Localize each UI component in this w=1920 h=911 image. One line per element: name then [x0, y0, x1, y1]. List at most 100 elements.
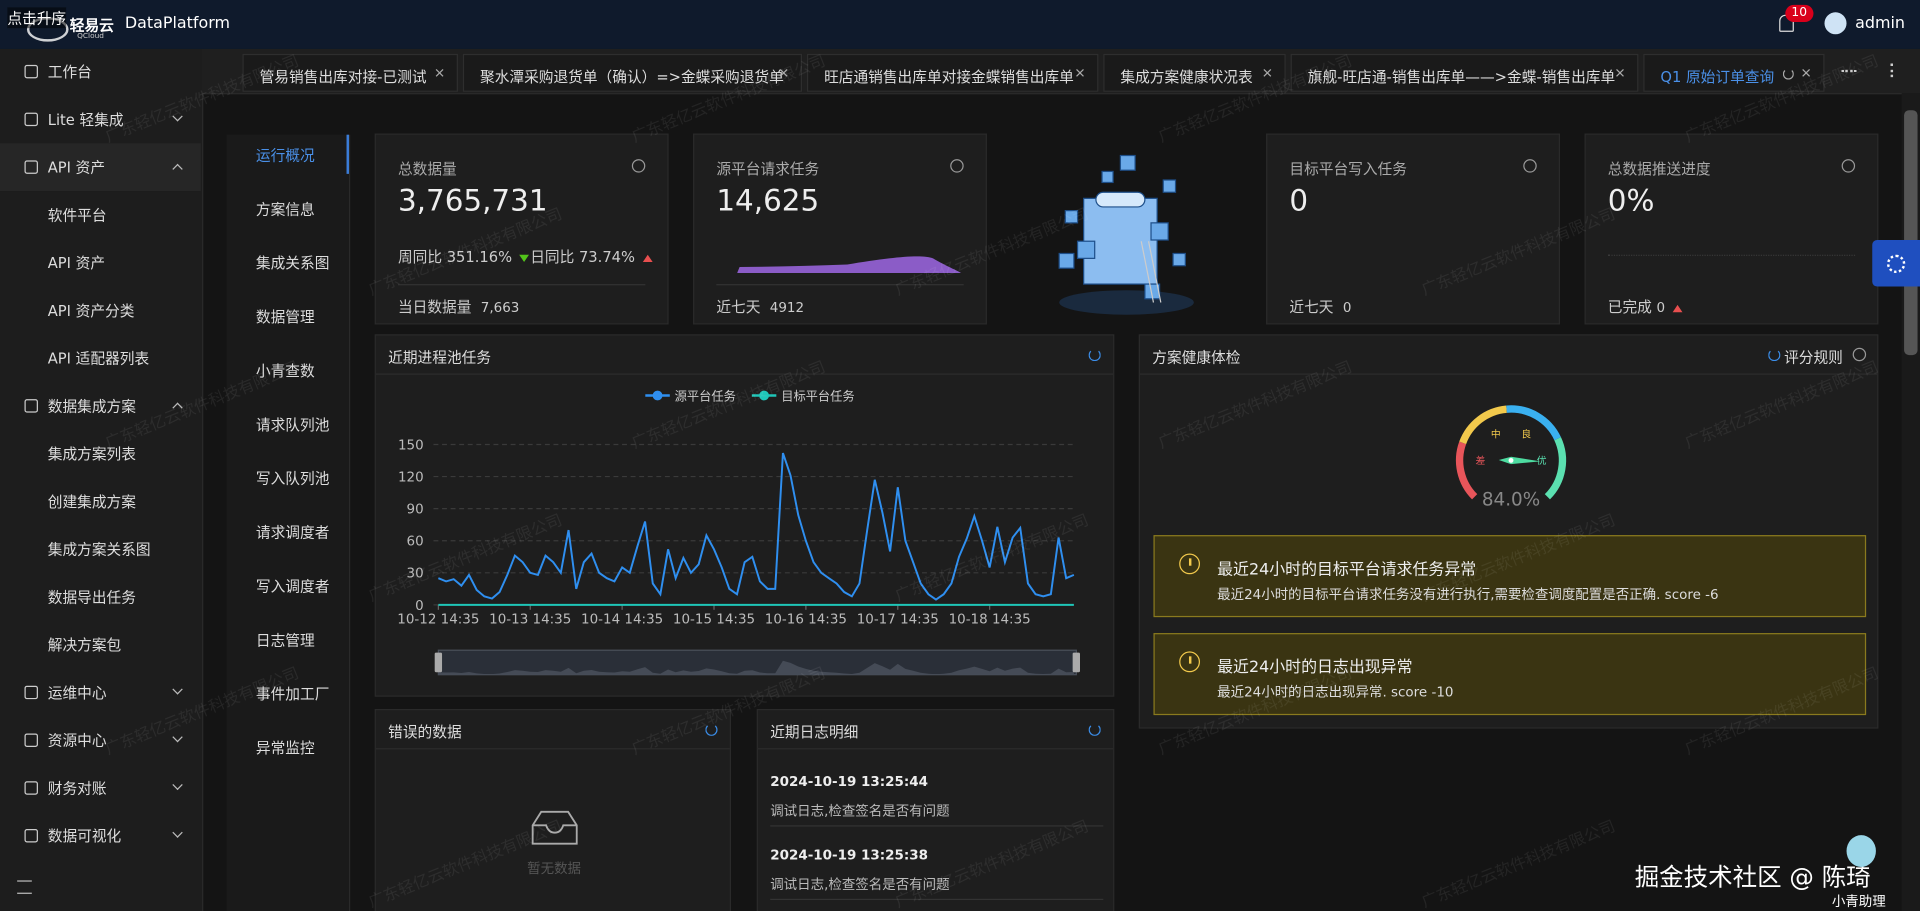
tab[interactable]: 集成方案健康状况表 — [1103, 53, 1286, 92]
y-tick-label: 150 — [398, 438, 424, 453]
subnav-item[interactable]: 集成关系图 — [255, 254, 330, 272]
alert-icon-mark — [1188, 656, 1191, 664]
help-icon[interactable] — [1852, 347, 1867, 362]
footer-value: 0 — [1656, 300, 1666, 316]
rules-link[interactable]: 评分规则 — [1784, 348, 1843, 367]
card-progress: 总数据推送进度 0% 已完成 0 — [1584, 133, 1879, 325]
nav-subitem[interactable]: API 资产分类 — [47, 302, 135, 320]
upgrade-button[interactable]: 点击升序 — [7, 7, 67, 29]
nav-subitem[interactable]: 解决方案包 — [47, 636, 122, 654]
subnav-item[interactable]: 日志管理 — [255, 631, 315, 649]
nav-item[interactable]: 运维中心 — [47, 684, 107, 702]
subnav-item[interactable]: 异常监控 — [255, 739, 315, 757]
nav-chevron — [172, 684, 183, 695]
assistant-label[interactable]: 小青助理 — [1831, 893, 1886, 910]
tab[interactable]: 管易销售出库对接-已测试 — [242, 53, 458, 92]
refresh-icon[interactable] — [1088, 348, 1101, 362]
footer-label: 已完成 — [1607, 298, 1652, 316]
nav-item[interactable]: 数据集成方案 — [47, 397, 136, 416]
nav-item[interactable]: 财务对账 — [47, 780, 107, 798]
subnav-item[interactable]: 写入调度者 — [255, 577, 330, 596]
nav-item[interactable]: 数据可视化 — [47, 827, 122, 845]
subnav-item[interactable]: 写入队列池 — [255, 470, 330, 488]
subnav-item[interactable]: 运行概况 — [255, 146, 315, 165]
zoom-area — [438, 660, 1074, 675]
logs-panel: 近期日志明细 2024-10-19 13:25:44 调试日志,检查签名是否有问题… — [756, 708, 1115, 911]
nav-item[interactable]: API 资产 — [47, 159, 106, 177]
scrollbar[interactable] — [1901, 93, 1920, 911]
nav-subitem[interactable]: 集成方案关系图 — [47, 541, 151, 559]
gauge-band-label: 中 — [1491, 428, 1501, 441]
tab-label[interactable]: 管易销售出库对接-已测试 — [259, 68, 427, 86]
sidebar: 工作台 Lite 轻集成 API 资产 软件平台 API 资产 API 资产分类 API 适… — [0, 48, 204, 911]
subnav-item[interactable]: 小青查数 — [255, 362, 315, 380]
card-value: 3,765,731 — [397, 183, 548, 218]
info-icon[interactable] — [1523, 159, 1537, 173]
footer-label: 近七天 — [716, 298, 761, 316]
subnav-item[interactable]: 数据管理 — [255, 308, 315, 326]
alert-icon — [1179, 651, 1200, 673]
nav-subitem[interactable]: API 适配器列表 — [47, 350, 150, 368]
collapse-icon[interactable] — [17, 880, 32, 894]
series-line — [437, 452, 1075, 601]
x-tick-label: 10-15 14:35 — [673, 612, 755, 627]
nav-icon — [24, 160, 38, 174]
health-panel: 方案健康体检 评分规则 差中 良优 84.0% 最近24小时的目标平台请求任务异常最… — [1138, 334, 1879, 729]
tab-label[interactable]: 聚水潭采购退货单（确认）=>金蝶采购退货单 — [480, 68, 784, 86]
nav-subitem[interactable]: 软件平台 — [47, 206, 107, 225]
tab-more[interactable] — [1841, 69, 1857, 73]
info-icon[interactable] — [950, 159, 964, 173]
assistant-avatar[interactable] — [1846, 835, 1876, 867]
tab-label[interactable]: 集成方案健康状况表 — [1120, 68, 1253, 86]
info-icon[interactable] — [1841, 159, 1856, 173]
tab-label[interactable]: 旗舰-旺店通-销售出库单——>金蝶-销售出库单 — [1307, 68, 1616, 86]
nav-subitem[interactable]: 集成方案列表 — [47, 445, 136, 463]
footer-value: 0 — [1342, 300, 1352, 316]
nav-subitem[interactable]: 创建集成方案 — [47, 493, 136, 511]
alert-title: 最近24小时的日志出现异常 — [1217, 658, 1413, 678]
avatar[interactable] — [1824, 12, 1847, 35]
nav-icon — [24, 828, 38, 843]
legend-label: 源平台任务 — [675, 388, 736, 403]
nav-icon — [24, 112, 38, 127]
legend-label: 目标平台任务 — [781, 388, 854, 403]
card-value: 14,625 — [716, 183, 820, 218]
tab[interactable]: Q1 原始订单查询 — [1643, 53, 1825, 92]
info-icon[interactable] — [631, 159, 646, 173]
refresh-icon[interactable] — [705, 723, 718, 736]
panel-title: 方案健康体检 — [1152, 348, 1241, 367]
nav-subitem[interactable]: API 资产 — [47, 254, 106, 272]
subnav-item[interactable]: 请求调度者 — [255, 524, 330, 542]
nav-icon — [24, 64, 38, 79]
gauge-hub — [1508, 457, 1514, 463]
card-title: 目标平台写入任务 — [1289, 160, 1407, 178]
settings-button[interactable] — [1872, 240, 1920, 287]
y-tick-label: 60 — [407, 535, 424, 550]
tab[interactable]: 旗舰-旺店通-销售出库单——>金蝶-销售出库单 — [1290, 53, 1639, 92]
card-title: 总数据量 — [397, 160, 457, 178]
log-text: 调试日志,检查签名是否有问题 — [770, 876, 950, 893]
user-name[interactable]: admin — [1855, 14, 1905, 34]
tab[interactable]: 聚水潭采购退货单（确认）=>金蝶采购退货单 — [462, 53, 803, 92]
x-tick-label: 10-13 14:35 — [489, 612, 571, 627]
tab-label[interactable]: Q1 原始订单查询 — [1660, 68, 1775, 86]
subnav-item[interactable]: 事件加工厂 — [255, 685, 330, 703]
alert-text: 最近24小时的目标平台请求任务没有进行执行,需要检查调度配置是否正确. scor… — [1217, 586, 1719, 603]
refresh-icon[interactable] — [1088, 723, 1101, 736]
tab-refresh[interactable] — [1782, 68, 1794, 80]
site-watermark: 掘金技术社区 @ 陈琦 — [1634, 862, 1871, 892]
tab-menu[interactable] — [1890, 63, 1894, 78]
nav-item[interactable]: 工作台 — [47, 63, 92, 81]
nav-item[interactable]: 资源中心 — [47, 732, 107, 750]
header — [0, 0, 1920, 49]
nav-subitem[interactable]: 数据导出任务 — [47, 588, 136, 607]
tab-label[interactable]: 旺店通销售出库单对接金蝶销售出库单 — [824, 68, 1074, 86]
nav-item[interactable]: Lite 轻集成 — [47, 111, 124, 129]
tab[interactable]: 旺店通销售出库单对接金蝶销售出库单 — [806, 53, 1099, 92]
panel-title: 近期日志明细 — [770, 723, 859, 741]
sparkline — [737, 256, 962, 274]
subnav-item[interactable]: 请求队列池 — [255, 416, 330, 434]
refresh-icon[interactable] — [1768, 348, 1781, 362]
subnav-item[interactable]: 方案信息 — [255, 200, 315, 218]
